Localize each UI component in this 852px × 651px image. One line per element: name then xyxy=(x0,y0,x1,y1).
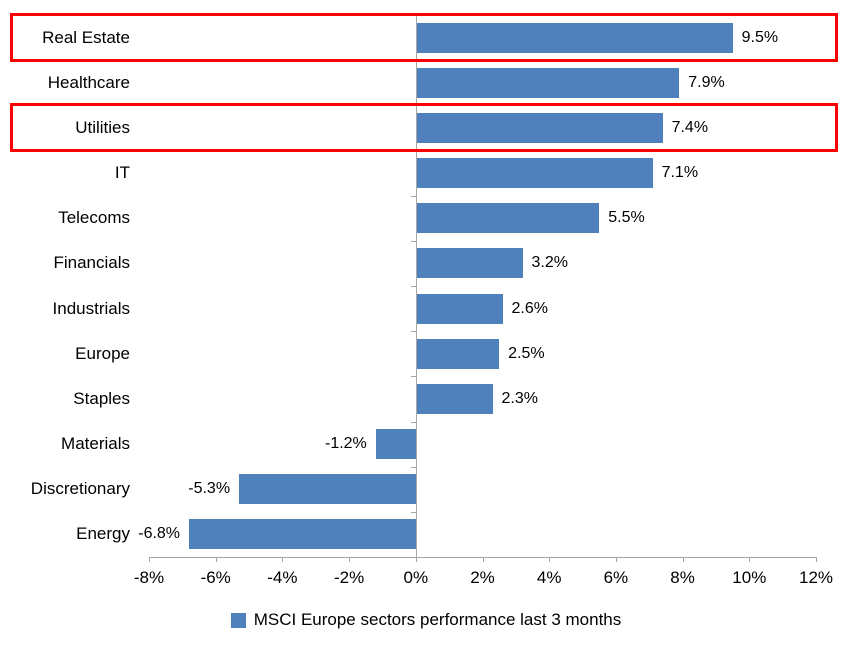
bar xyxy=(415,248,523,279)
category-label: IT xyxy=(114,163,130,183)
x-tick-label: -8% xyxy=(133,568,165,587)
category-label: Utilities xyxy=(75,117,130,137)
value-tick-mark xyxy=(816,557,817,562)
x-tick-label: 10% xyxy=(732,568,767,587)
category-axis-line xyxy=(415,15,417,562)
value-label: 9.5% xyxy=(741,28,779,46)
category-label: Financials xyxy=(53,253,130,273)
category-label: Staples xyxy=(73,388,130,408)
category-tick-mark xyxy=(410,60,416,62)
category-tick-mark xyxy=(410,150,416,152)
value-label: 2.5% xyxy=(508,344,545,362)
bar xyxy=(239,474,416,505)
category-tick-mark xyxy=(410,240,416,242)
value-tick-mark xyxy=(215,557,217,562)
legend: MSCI Europe sectors performance last 3 m… xyxy=(0,610,852,630)
category-label: Discretionary xyxy=(30,479,130,499)
value-tick-mark xyxy=(282,557,284,562)
category-label: Real Estate xyxy=(42,27,130,47)
value-label: 5.5% xyxy=(608,209,645,227)
bar xyxy=(415,112,663,143)
value-label: 7.1% xyxy=(661,164,699,182)
x-tick-label: 6% xyxy=(603,568,629,587)
x-tick-label: 8% xyxy=(670,568,695,587)
category-label: Telecoms xyxy=(58,208,130,228)
bar xyxy=(415,67,680,98)
category-tick-mark xyxy=(410,195,416,197)
value-label: 7.4% xyxy=(671,118,709,136)
category-tick-mark xyxy=(410,331,416,333)
x-tick-label: 4% xyxy=(536,568,562,587)
value-tick-mark xyxy=(682,557,684,562)
value-label: -1.2% xyxy=(324,435,367,453)
x-tick-label: -4% xyxy=(267,568,298,587)
value-tick-mark xyxy=(615,557,617,562)
x-tick-label: 12% xyxy=(798,568,834,587)
category-tick-mark xyxy=(410,15,416,16)
category-label: Europe xyxy=(75,343,130,363)
bar xyxy=(415,203,600,234)
value-label: 3.2% xyxy=(531,254,568,272)
value-tick-mark xyxy=(415,557,417,562)
legend-swatch xyxy=(230,612,246,628)
category-label: Industrials xyxy=(52,298,130,318)
bar xyxy=(415,293,503,324)
category-tick-mark xyxy=(410,286,416,287)
value-tick-mark xyxy=(749,557,751,562)
value-label: -5.3% xyxy=(188,480,231,498)
bar xyxy=(415,22,733,53)
value-label: 2.3% xyxy=(501,389,538,407)
legend-label: MSCI Europe sectors performance last 3 m… xyxy=(253,610,622,629)
bar xyxy=(415,158,653,189)
x-tick-label: 2% xyxy=(470,568,495,587)
value-tick-mark xyxy=(149,557,150,562)
category-tick-mark xyxy=(410,376,416,378)
bar xyxy=(375,429,416,460)
value-label: -6.8% xyxy=(138,525,181,543)
category-tick-mark xyxy=(410,421,416,423)
category-tick-mark xyxy=(410,466,416,468)
bar xyxy=(189,519,416,550)
bar xyxy=(415,338,500,369)
category-tick-mark xyxy=(410,511,416,513)
category-label: Healthcare xyxy=(47,72,130,92)
category-label: Materials xyxy=(61,434,130,454)
value-tick-mark xyxy=(349,557,351,562)
x-tick-label: 0% xyxy=(403,568,429,587)
category-tick-mark xyxy=(410,105,416,107)
value-tick-mark xyxy=(549,557,551,562)
value-label: 7.9% xyxy=(688,73,725,91)
value-label: 2.6% xyxy=(511,299,548,317)
bar xyxy=(415,383,493,414)
x-tick-label: -2% xyxy=(333,568,365,587)
value-tick-mark xyxy=(482,557,484,562)
category-label: Energy xyxy=(76,524,130,544)
x-tick-label: -6% xyxy=(200,568,231,587)
